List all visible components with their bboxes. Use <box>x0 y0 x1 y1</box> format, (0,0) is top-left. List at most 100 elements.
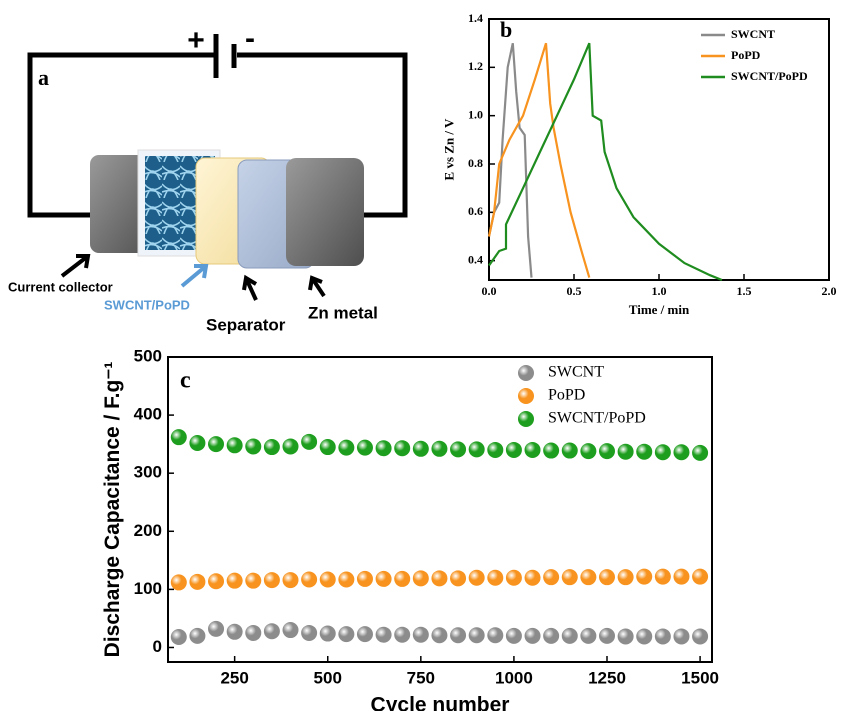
point <box>450 441 467 458</box>
point <box>226 623 243 640</box>
x-tick-label: 1000 <box>495 668 533 687</box>
y-tick-label: 0.6 <box>468 204 483 218</box>
point <box>394 570 411 587</box>
y-tick-label: 1.2 <box>468 59 483 73</box>
point <box>301 624 318 641</box>
point <box>692 444 709 461</box>
point <box>394 626 411 643</box>
wire <box>237 52 408 218</box>
point <box>598 627 615 644</box>
series-line <box>487 42 533 278</box>
point <box>468 441 485 458</box>
point <box>673 568 690 585</box>
point <box>263 439 280 456</box>
point <box>245 624 262 641</box>
point <box>319 625 336 642</box>
point <box>319 571 336 588</box>
point <box>170 629 187 646</box>
legend-swatch <box>518 365 534 381</box>
point <box>189 573 206 590</box>
y-tick-label: 300 <box>134 463 162 482</box>
point <box>282 572 299 589</box>
point <box>561 627 578 644</box>
y-axis-label: Discharge Capacitance / F.g⁻¹ <box>101 362 124 658</box>
point <box>412 570 429 587</box>
point <box>580 443 597 460</box>
x-tick-label: 1500 <box>681 668 719 687</box>
point <box>654 628 671 645</box>
point <box>450 627 467 644</box>
point <box>561 442 578 459</box>
point <box>338 626 355 643</box>
x-tick-label: 750 <box>407 668 435 687</box>
point <box>412 626 429 643</box>
point <box>617 443 634 460</box>
y-tick-label: 0.8 <box>468 156 483 170</box>
point <box>543 627 560 644</box>
point <box>654 568 671 585</box>
point <box>431 570 448 587</box>
arrow <box>242 274 258 301</box>
point <box>412 440 429 457</box>
point <box>356 439 373 456</box>
point <box>189 627 206 644</box>
legend-label: SWCNT <box>548 364 604 381</box>
x-tick-label: 1.0 <box>652 284 667 298</box>
x-tick-label: 0.5 <box>567 284 582 298</box>
point <box>524 441 541 458</box>
point <box>208 573 225 590</box>
arrow <box>180 264 209 288</box>
plot-frame <box>167 356 713 663</box>
point <box>338 571 355 588</box>
point <box>636 628 653 645</box>
arrow <box>308 275 326 298</box>
point <box>375 440 392 457</box>
y-tick-label: 0 <box>153 637 162 656</box>
separator-label: Separator <box>206 315 286 334</box>
point <box>375 570 392 587</box>
point <box>468 569 485 586</box>
arrows <box>60 254 326 301</box>
point <box>505 627 522 644</box>
y-tick-label: 500 <box>134 346 162 365</box>
y-tick-label: 1.0 <box>468 107 483 121</box>
x-tick-label: 1.5 <box>737 284 752 298</box>
point <box>245 438 262 455</box>
point <box>356 570 373 587</box>
series-line <box>488 42 723 282</box>
y-tick-label: 0.4 <box>468 252 483 266</box>
panel-label: b <box>500 17 512 42</box>
point <box>692 568 709 585</box>
point <box>450 570 467 587</box>
point <box>356 626 373 643</box>
point <box>468 627 485 644</box>
point <box>673 628 690 645</box>
legend-label: PoPD <box>548 387 585 404</box>
y-tick-label: 100 <box>134 579 162 598</box>
arrow <box>60 254 91 278</box>
zn-metal-label: Zn metal <box>308 303 378 322</box>
x-axis-label: Time / min <box>629 302 690 317</box>
x-tick-label: 0.0 <box>482 284 497 298</box>
point <box>598 443 615 460</box>
legend-swatch <box>518 411 534 427</box>
point <box>282 622 299 639</box>
point <box>580 627 597 644</box>
cell-stack <box>90 149 364 269</box>
point <box>170 574 187 591</box>
point <box>505 569 522 586</box>
panel-label: c <box>180 368 191 394</box>
point <box>170 429 187 446</box>
y-tick-label: 400 <box>134 405 162 424</box>
point <box>394 440 411 457</box>
point <box>208 436 225 453</box>
point <box>617 569 634 586</box>
x-tick-label: 250 <box>220 668 248 687</box>
point <box>263 572 280 589</box>
electrode-label: SWCNT/PoPD <box>104 297 190 312</box>
x-tick-label: 500 <box>314 668 342 687</box>
point <box>487 627 504 644</box>
point <box>226 437 243 454</box>
